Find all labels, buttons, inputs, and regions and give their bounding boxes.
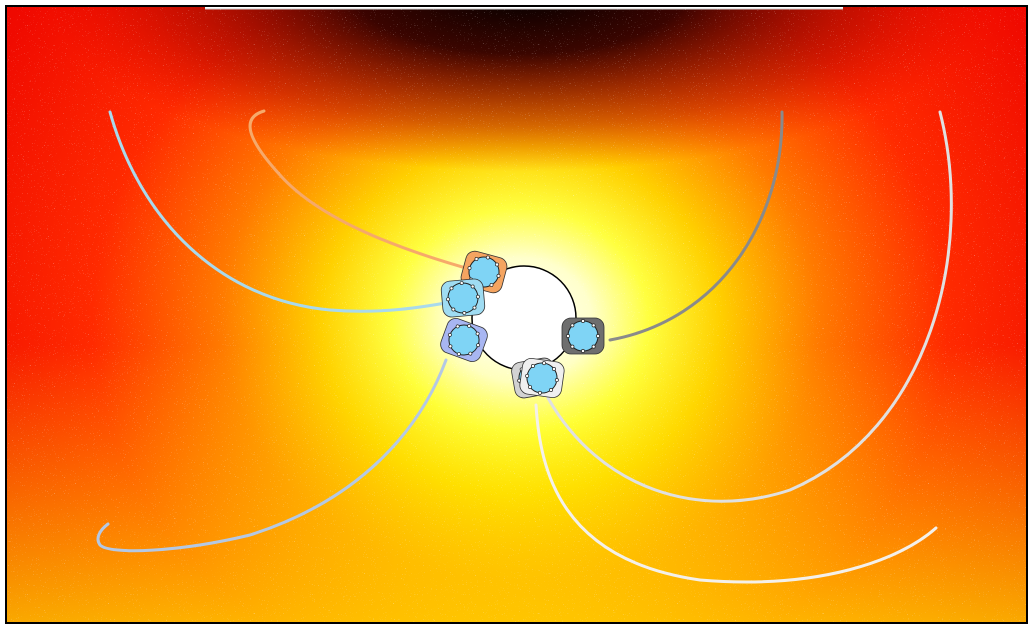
robot-sensor — [455, 324, 460, 329]
robot-sensor — [459, 281, 464, 286]
robot-sensor — [451, 307, 456, 312]
robot-sensor — [467, 323, 472, 328]
robot-sensor — [472, 305, 477, 310]
robot-sensor — [549, 388, 553, 392]
robot-sensor — [449, 286, 454, 291]
robot-sensor — [552, 367, 556, 371]
robot-sensor — [489, 283, 494, 287]
robot-periwinkle[interactable] — [438, 316, 490, 364]
robot-sensor — [531, 364, 535, 368]
robot-sensor — [591, 344, 596, 349]
trail-white — [534, 403, 938, 584]
robot-sensor — [470, 284, 475, 289]
robot-sensor — [581, 319, 585, 323]
robot-trails — [96, 109, 953, 584]
robot-sensor — [570, 344, 575, 349]
robot-sensor — [542, 361, 547, 366]
robot-sensor — [566, 334, 570, 338]
robot-sensor — [525, 373, 530, 378]
robot-sensor — [446, 297, 451, 302]
arena-border — [5, 5, 1028, 624]
robot-white[interactable] — [519, 357, 566, 398]
robot-sensor — [591, 323, 596, 328]
trail-orange — [248, 109, 482, 274]
robot-sensor — [475, 331, 480, 336]
robot-sensor — [456, 352, 461, 357]
robot-sensor — [581, 349, 585, 353]
robot-sensor — [554, 378, 559, 383]
trail-periwinkle — [96, 358, 448, 553]
trail-gray-dark — [608, 110, 784, 342]
robot-sensor — [537, 390, 542, 395]
robot-sensor — [448, 344, 453, 349]
robot-sensor — [528, 385, 532, 389]
robot-sensor — [467, 266, 472, 271]
robots-layer — [438, 250, 605, 399]
robot-sensor — [496, 273, 501, 278]
robot-sensor — [485, 255, 490, 260]
robot-sensor — [570, 323, 575, 328]
robot-sensor — [468, 351, 473, 356]
trail-silver — [546, 110, 953, 503]
robot-sensor — [474, 257, 479, 261]
robot-lightblue-1[interactable] — [440, 278, 486, 318]
robot-sensor — [475, 294, 480, 299]
robot-sensor — [596, 334, 600, 338]
robot-sensor — [462, 310, 467, 315]
robot-sensor — [476, 343, 481, 348]
robot-sensor — [447, 332, 452, 337]
trail-lightblue-1 — [108, 110, 464, 313]
top-notch — [205, 0, 843, 9]
robot-gray-dark[interactable] — [561, 317, 605, 355]
robot-sensor — [495, 262, 499, 267]
